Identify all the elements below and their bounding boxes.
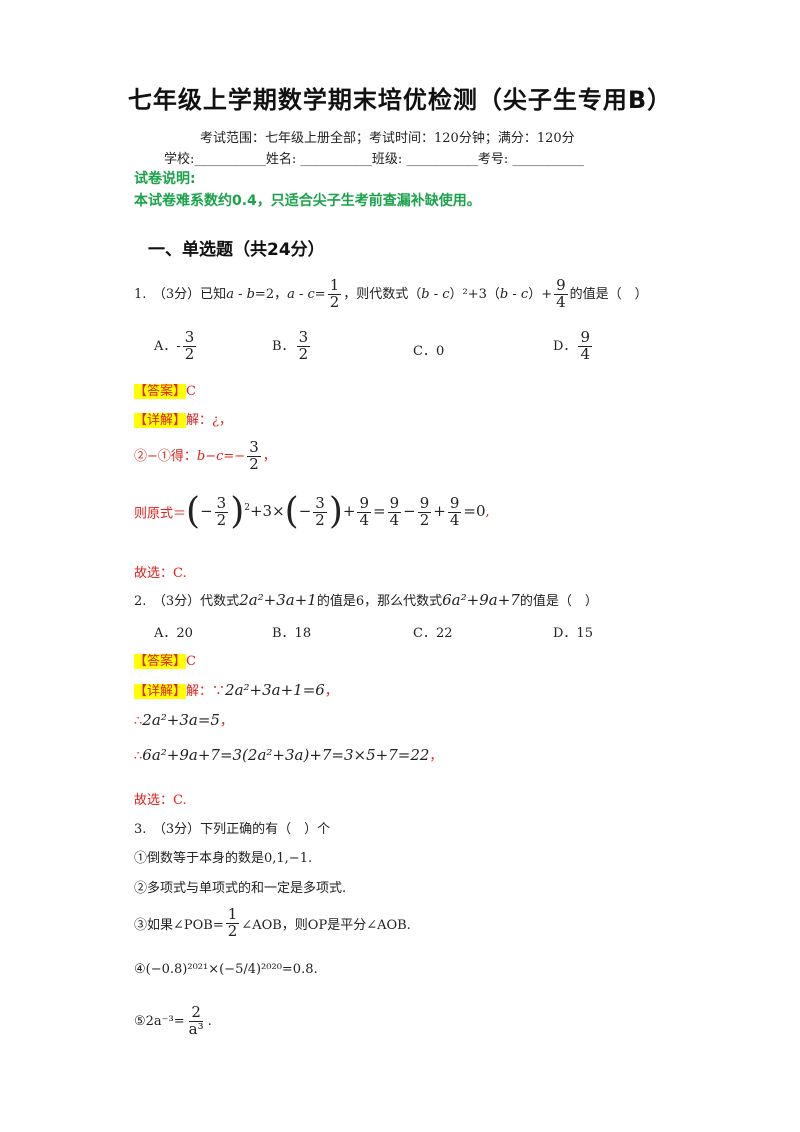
q2-detail-2: ∴2a²+3a=5， <box>134 711 233 729</box>
q1-answer: 【答案】C <box>134 380 196 399</box>
q1-expr: b - c <box>421 286 450 302</box>
q2-option-d: D．15 <box>553 626 593 641</box>
q1-text: ）+ <box>528 286 553 302</box>
q1-text: =2， <box>254 286 288 302</box>
detail-tag: 【详解】 <box>134 684 187 699</box>
q1-text: ，则代数式（ <box>343 286 422 302</box>
q1-expr: a - c <box>287 286 315 302</box>
q2-detail-3: ∴6a²+9a+7=3(2a²+3a)+7=3×5+7=22， <box>134 746 443 764</box>
q1-option-a: A．- 3 2 <box>154 328 197 363</box>
q1-text: 的值是（ ） <box>569 286 648 302</box>
answer-value: C <box>186 654 196 669</box>
q2-detail-1: 【详解】解：∵2a²+3a+1=6， <box>134 681 338 699</box>
q1-detail-3: 则原式＝(− 3 2)2+3×(− 3 2)+ 9 4 = 9 4−9 2 +9 4 =0, <box>134 491 490 532</box>
exam-info: 考试范围：七年级上册全部；考试时间：120分钟；满分：120分 <box>200 131 575 146</box>
q1-detail-2: ②−①得：b−c=− 3 2， <box>134 438 276 473</box>
answer-value: C <box>186 384 196 399</box>
q1-detail-1: 【详解】解：¿， <box>134 413 232 428</box>
q1-expr: b - c <box>499 286 529 302</box>
detail-tag: 【详解】 <box>134 413 187 428</box>
q2-expr: 2a²+3a+1 <box>239 591 317 609</box>
math-expression: (− 3 2)2+3×(− 3 2)+ 9 4 = 9 4−9 2 +9 4 =0 <box>186 491 486 532</box>
q2-answer: 【答案】C <box>134 650 196 669</box>
q2-option-b: B．18 <box>272 626 312 641</box>
q3-item-3: ③如果∠POB= 1 2 ∠AOB，则OP是平分∠AOB. <box>134 905 411 940</box>
q2-conclusion: 故选：C. <box>134 793 187 808</box>
answer-tag: 【答案】 <box>134 654 187 669</box>
q2-option-c: C．22 <box>413 626 453 641</box>
q1-conclusion: 故选：C. <box>134 566 187 581</box>
section-heading: 一、单选题（共24分） <box>148 240 325 260</box>
q1-option-d: D． 9 4 <box>553 328 592 363</box>
detail-label: 则原式＝ <box>134 506 187 522</box>
q1-option-b: B． 3 2 <box>272 328 311 363</box>
notes-text: 本试卷难系数约0.4，只适合尖子生考前查漏补缺使用。 <box>134 193 481 209</box>
q3-item-1: ①倒数等于本身的数是0,1,−1. <box>134 851 313 866</box>
q3-item-5: ⑤2a⁻³= 2 a³. <box>134 1003 212 1038</box>
question-3-stem: 3. （3分）下列正确的有（ ）个 <box>134 822 331 837</box>
notes-title: 试卷说明: <box>134 171 196 187</box>
q1-text: 1. （3分）已知 <box>134 286 227 302</box>
q2-option-a: A．20 <box>154 626 193 641</box>
q1-expr: a - b <box>226 286 255 302</box>
fraction: 2 a³ <box>188 1003 204 1038</box>
q2-expr: 6a²+9a+7 <box>442 591 520 609</box>
question-1-stem: 1. （3分）已知a - b=2，a - c= 1 2 ，则代数式（b - c）²+3… <box>134 276 648 311</box>
q3-item-4: ④(−0.8)²⁰²¹×(−5/4)²⁰²⁰=0.8. <box>134 962 318 977</box>
student-fields: 学校:___________姓名: ___________班级: _______… <box>164 152 584 167</box>
q3-item-2: ②多项式与单项式的和一定是多项式. <box>134 881 347 896</box>
q1-text: ）²+3（ <box>449 286 500 302</box>
q1-text: = <box>314 286 326 302</box>
q1-option-c: C．0 <box>413 344 445 359</box>
question-2-stem: 2. （3分）代数式2a²+3a+1的值是6，那么代数式6a²+9a+7的值是（… <box>134 591 598 609</box>
page-title: 七年级上学期数学期末培优检测（尖子生专用B） <box>127 86 673 114</box>
answer-tag: 【答案】 <box>134 384 187 399</box>
